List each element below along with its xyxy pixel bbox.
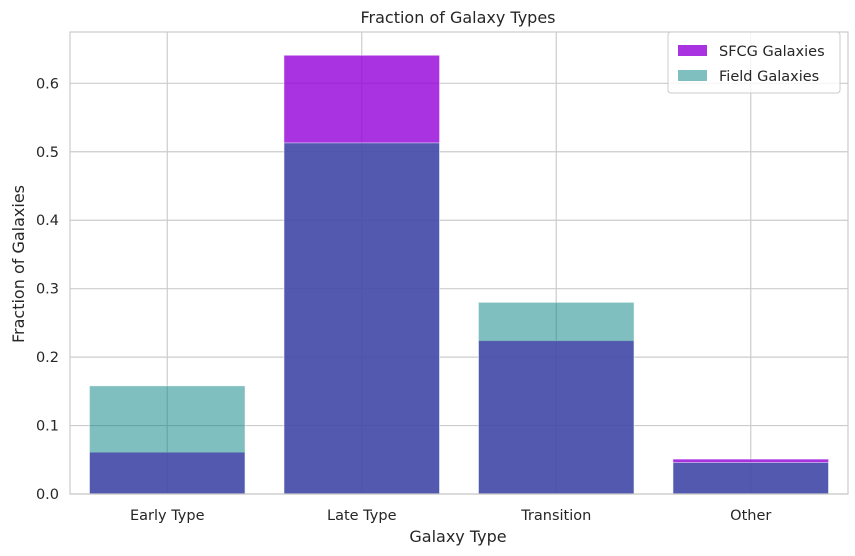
x-axis-label: Galaxy Type [409,527,506,546]
legend-label-sfcg: SFCG Galaxies [719,44,825,60]
bar-field-early-type [89,385,246,495]
legend-label-field: Field Galaxies [719,69,819,85]
chart-title: Fraction of Galaxy Types [360,8,555,27]
x-tick-label: Transition [520,508,591,524]
bar-field-late-type [283,142,440,495]
y-tick-label: 0.5 [36,145,59,161]
bar-layer [89,54,829,495]
y-axis-label: Fraction of Galaxies [9,185,28,343]
x-tick-label: Late Type [327,508,397,524]
y-tick-label: 0.3 [36,282,59,298]
y-tick-label: 0.0 [36,487,59,503]
bar-field-other [672,462,829,495]
plot-frame [69,31,849,495]
y-axis-ticks: 0.0 0.1 0.2 0.3 0.4 0.5 0.6 [36,76,59,503]
x-tick-label: Early Type [130,508,205,524]
x-tick-label: Other [730,508,771,524]
bar-field-transition [478,301,635,495]
y-tick-label: 0.4 [36,213,59,229]
x-axis-ticks: Early Type Late Type Transition Other [130,508,771,524]
legend: SFCG Galaxies Field Galaxies [667,31,841,94]
legend-box [667,31,841,94]
y-tick-label: 0.1 [36,419,59,435]
legend-swatch-sfcg [678,45,707,56]
y-tick-label: 0.6 [36,76,59,92]
legend-swatch-field [678,70,707,81]
y-tick-label: 0.2 [36,350,59,366]
